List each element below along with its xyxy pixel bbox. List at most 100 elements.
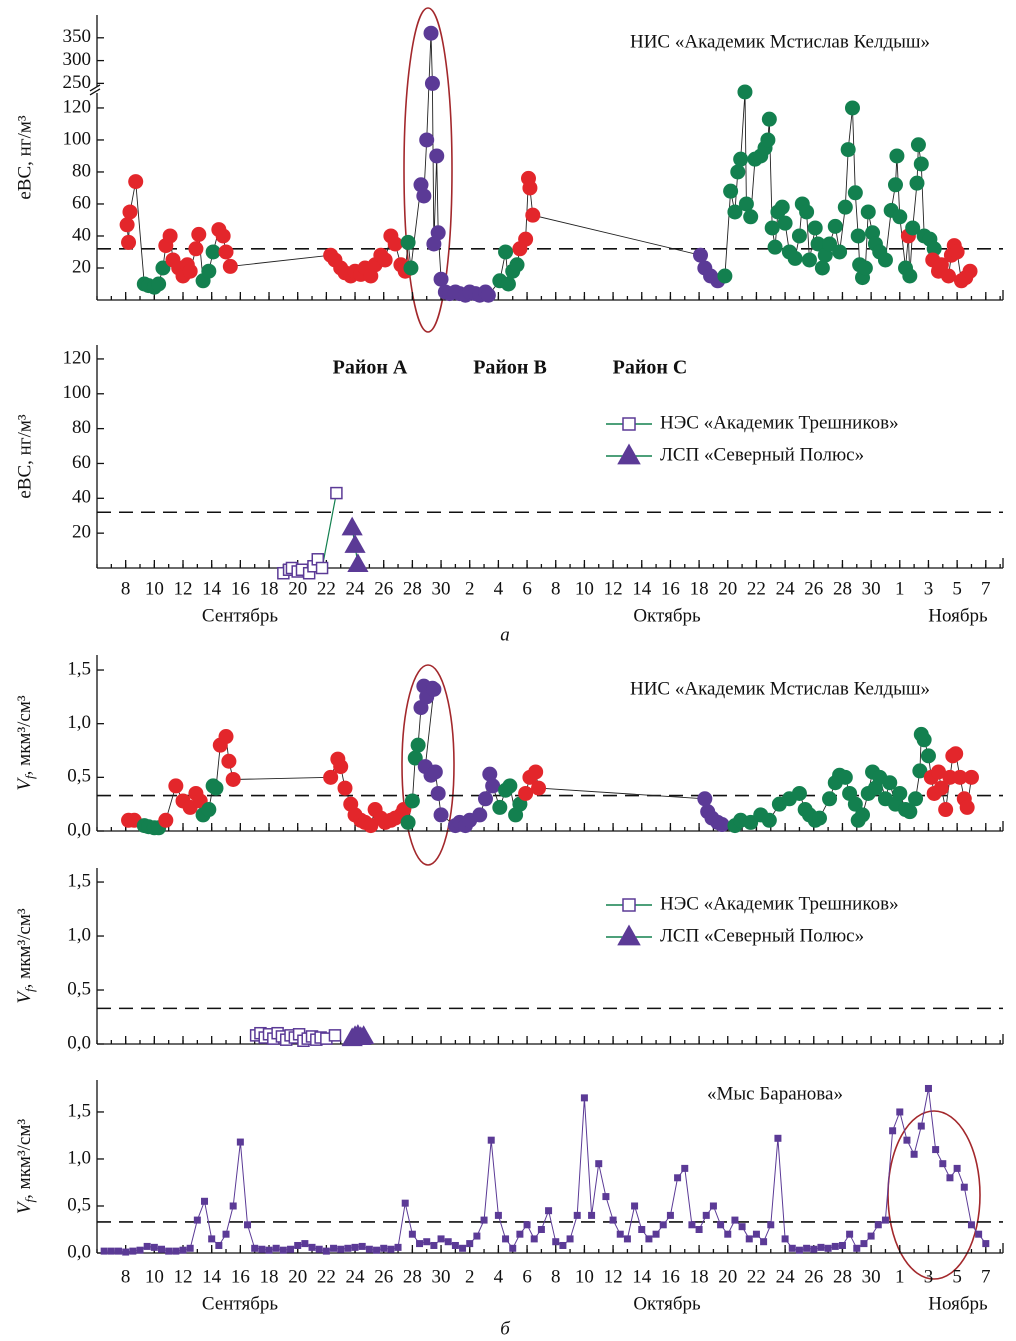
x-tick-label: 10 <box>145 578 164 599</box>
dot <box>697 791 713 807</box>
square-point <box>129 1247 137 1255</box>
dot <box>119 217 135 233</box>
dot <box>892 785 908 801</box>
square-marker <box>315 561 329 575</box>
dot <box>221 753 237 769</box>
square-point <box>831 1242 839 1250</box>
dot <box>525 207 541 223</box>
dot <box>498 244 514 260</box>
x-tick-label: 8 <box>551 1266 561 1287</box>
dot <box>188 241 204 257</box>
square-point <box>308 1243 316 1251</box>
x-tick-label: 20 <box>288 1266 307 1287</box>
square-point <box>236 1138 244 1146</box>
square-point <box>552 1238 560 1246</box>
dot <box>492 799 508 815</box>
x-tick-label: 8 <box>121 578 131 599</box>
dot <box>323 769 339 785</box>
square-point <box>609 1216 617 1224</box>
x-tick-label: 7 <box>981 1266 991 1287</box>
y-tick-label: 1,5 <box>67 1100 91 1121</box>
dot <box>938 802 954 818</box>
square-point <box>717 1221 725 1229</box>
region-label: Район C <box>613 357 688 379</box>
dot <box>877 252 893 268</box>
dot <box>738 196 754 212</box>
square-point <box>817 1243 825 1251</box>
x-tick-label: 22 <box>747 578 766 599</box>
y-tick-label: 250 <box>63 72 92 93</box>
month-label: Сентябрь <box>202 605 278 626</box>
square-point <box>645 1235 653 1243</box>
month-label: Сентябрь <box>202 1293 278 1314</box>
square-point <box>222 1230 230 1238</box>
dot <box>905 220 921 236</box>
dot <box>949 244 965 260</box>
x-tick-label: 1 <box>895 578 905 599</box>
dot <box>837 769 853 785</box>
y-tick-label: 0,5 <box>67 766 91 787</box>
square-point <box>330 1244 338 1252</box>
dot <box>860 204 876 220</box>
dot <box>377 252 393 268</box>
dot <box>218 244 234 260</box>
x-tick-label: 1 <box>895 1266 905 1287</box>
panel-title: НИС «Академик Мстислав Келдыш» <box>630 31 930 52</box>
dot <box>827 218 843 234</box>
square-point <box>939 1160 947 1168</box>
x-tick-label: 20 <box>718 1266 737 1287</box>
square-marker <box>328 1029 342 1042</box>
dot <box>774 199 790 215</box>
square-point <box>466 1240 474 1248</box>
y-tick-label: 100 <box>63 382 92 403</box>
square-point <box>566 1235 574 1243</box>
x-tick-label: 30 <box>432 1266 451 1287</box>
axis-break-mark <box>89 88 101 96</box>
y-tick-label: 0,0 <box>67 1241 91 1262</box>
square-point <box>946 1174 954 1182</box>
square-point <box>752 1230 760 1238</box>
x-tick-label: 8 <box>121 1266 131 1287</box>
square-point <box>394 1243 402 1251</box>
x-tick-label: 18 <box>260 1266 279 1287</box>
dot <box>168 778 184 794</box>
square-point <box>695 1225 703 1233</box>
x-tick-label: 22 <box>317 578 336 599</box>
y-label-symbol: V <box>14 990 35 1004</box>
square-point <box>760 1238 768 1246</box>
square-point <box>437 1235 445 1243</box>
square-point <box>107 1247 115 1255</box>
dot <box>208 780 224 796</box>
square-point <box>803 1244 811 1252</box>
square-point <box>365 1245 373 1253</box>
square-point <box>100 1247 108 1255</box>
x-tick-label: 12 <box>174 578 193 599</box>
x-tick-label: 3 <box>924 1266 934 1287</box>
dot <box>410 737 426 753</box>
square-point <box>265 1246 273 1254</box>
dot <box>887 177 903 193</box>
y-tick-label: 0,5 <box>67 1194 91 1215</box>
x-tick-label: 14 <box>632 578 652 599</box>
x-tick-label: 26 <box>374 578 393 599</box>
square-point <box>867 1232 875 1240</box>
y-axis-label: Vf, мкм³/см³ <box>14 1119 37 1214</box>
square-point <box>158 1245 166 1253</box>
dot <box>850 228 866 244</box>
square-point <box>387 1245 395 1253</box>
square-point <box>351 1243 359 1251</box>
x-tick-label: 28 <box>403 578 422 599</box>
y-tick-label: 1,0 <box>67 712 91 733</box>
x-tick-label: 12 <box>174 1266 193 1287</box>
square-point <box>165 1247 173 1255</box>
x-tick-label: 14 <box>632 1266 652 1287</box>
x-tick-label: 30 <box>862 578 881 599</box>
month-label: Октябрь <box>633 1293 701 1314</box>
dot <box>201 263 217 279</box>
x-tick-label: 10 <box>145 1266 164 1287</box>
square-point <box>781 1235 789 1243</box>
square-point <box>724 1230 732 1238</box>
square-point <box>903 1136 911 1144</box>
dot <box>151 276 167 292</box>
